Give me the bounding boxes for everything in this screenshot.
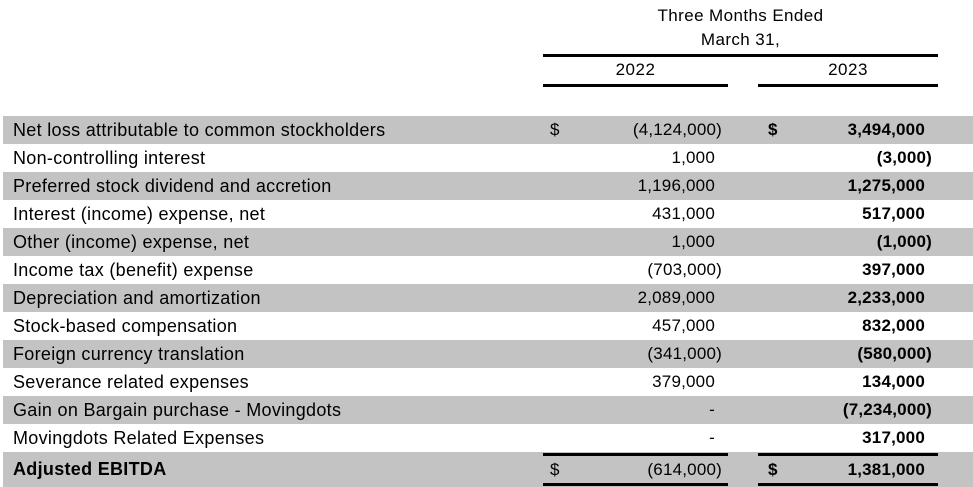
table-row: Severance related expenses 379,000 134,0… — [0, 368, 973, 396]
amount-2023: (1,000) — [876, 232, 932, 251]
period-header-line1: Three Months Ended — [657, 6, 824, 25]
row-label: Interest (income) expense, net — [13, 203, 266, 224]
value-cell-2022: 1,196,000 — [543, 172, 728, 200]
amount-2023: (7,234,000) — [842, 400, 932, 419]
amount-2023: 517,000 — [862, 204, 925, 223]
amount-2023: 3,494,000 — [847, 120, 925, 139]
table-row: Stock-based compensation 457,000 832,000 — [0, 312, 973, 340]
column-underline-2023 — [758, 84, 938, 87]
column-header-2022: 2022 — [615, 60, 656, 79]
row-label: Foreign currency translation — [13, 343, 245, 364]
dollar-sign: $ — [768, 459, 778, 479]
amount-2023: 2,233,000 — [847, 288, 925, 307]
amount-2023: (3,000) — [876, 148, 932, 167]
value-cell-2023: 317,000 — [758, 424, 938, 452]
value-cell-2023: 134,000 — [758, 368, 938, 396]
period-header-line2: March 31, — [700, 30, 781, 49]
row-label: Movingdots Related Expenses — [13, 427, 265, 448]
row-label: Adjusted EBITDA — [13, 459, 167, 479]
value-cell-2023: (7,234,000) — [758, 396, 938, 424]
table-body: Net loss attributable to common stockhol… — [0, 116, 973, 487]
value-cell-2022: (341,000) — [543, 340, 728, 368]
row-label: Non-controlling interest — [13, 147, 206, 168]
value-cell-2022: 1,000 — [543, 144, 728, 172]
dollar-sign: $ — [768, 120, 778, 139]
table-row: Gain on Bargain purchase - Movingdots - … — [0, 396, 973, 424]
amount-2022: 457,000 — [652, 316, 715, 335]
row-label: Other (income) expense, net — [13, 231, 250, 252]
value-cell-2022: - — [543, 424, 728, 452]
row-label: Income tax (benefit) expense — [13, 259, 254, 280]
value-cell-2023: 517,000 — [758, 200, 938, 228]
value-cell-2022: $ (614,000) — [543, 453, 728, 486]
table-row: Other (income) expense, net 1,000 (1,000… — [0, 228, 973, 256]
table-row: Interest (income) expense, net 431,000 5… — [0, 200, 973, 228]
value-cell-2023: (1,000) — [758, 228, 938, 256]
table-row: Foreign currency translation (341,000) (… — [0, 340, 973, 368]
table-row-total: Adjusted EBITDA $ (614,000) $ 1,381,000 — [0, 452, 973, 487]
amount-2023: 134,000 — [862, 372, 925, 391]
dollar-sign: $ — [550, 459, 560, 479]
table-row: Preferred stock dividend and accretion 1… — [0, 172, 973, 200]
table-row: Depreciation and amortization 2,089,000 … — [0, 284, 973, 312]
header-rule — [543, 54, 938, 57]
value-cell-2022: 1,000 — [543, 228, 728, 256]
value-cell-2022: 379,000 — [543, 368, 728, 396]
table-row: Non-controlling interest 1,000 (3,000) — [0, 144, 973, 172]
amount-2022: (703,000) — [647, 260, 722, 279]
row-label: Severance related expenses — [13, 371, 249, 392]
amount-2022: - — [709, 400, 715, 419]
amount-2022: (614,000) — [647, 459, 722, 479]
value-cell-2023: (580,000) — [758, 340, 938, 368]
table-row: Net loss attributable to common stockhol… — [0, 116, 973, 144]
value-cell-2022: 431,000 — [543, 200, 728, 228]
amount-2022: 379,000 — [652, 372, 715, 391]
value-cell-2023: 2,233,000 — [758, 284, 938, 312]
amount-2022: - — [709, 428, 715, 447]
table-row: Income tax (benefit) expense (703,000) 3… — [0, 256, 973, 284]
amount-2022: 1,000 — [671, 232, 715, 251]
value-cell-2023: (3,000) — [758, 144, 938, 172]
row-label: Stock-based compensation — [13, 315, 238, 336]
table-row: Movingdots Related Expenses - 317,000 — [0, 424, 973, 452]
amount-2023: 317,000 — [862, 428, 925, 447]
value-cell-2022: 457,000 — [543, 312, 728, 340]
amount-2022: (4,124,000) — [632, 120, 722, 139]
amount-2023: 397,000 — [862, 260, 925, 279]
amount-2023: (580,000) — [857, 344, 932, 363]
value-cell-2023: 1,275,000 — [758, 172, 938, 200]
amount-2022: 2,089,000 — [637, 288, 715, 307]
column-underline-2022 — [543, 84, 728, 87]
value-cell-2022: (703,000) — [543, 256, 728, 284]
value-cell-2022: - — [543, 396, 728, 424]
column-header-2023: 2023 — [828, 60, 868, 79]
value-cell-2023: $ 3,494,000 — [758, 116, 938, 144]
row-label: Preferred stock dividend and accretion — [13, 175, 332, 196]
amount-2022: 1,196,000 — [637, 176, 715, 195]
value-cell-2022: 2,089,000 — [543, 284, 728, 312]
amount-2022: 1,000 — [671, 148, 715, 167]
amount-2022: (341,000) — [647, 344, 722, 363]
dollar-sign: $ — [550, 120, 560, 139]
amount-2023: 1,275,000 — [847, 176, 925, 195]
value-cell-2022: $ (4,124,000) — [543, 116, 728, 144]
row-label: Net loss attributable to common stockhol… — [13, 119, 386, 140]
amount-2023: 1,381,000 — [847, 459, 925, 479]
amount-2022: 431,000 — [652, 204, 715, 223]
row-label: Depreciation and amortization — [13, 287, 261, 308]
value-cell-2023: 397,000 — [758, 256, 938, 284]
amount-2023: 832,000 — [862, 316, 925, 335]
value-cell-2023: $ 1,381,000 — [758, 453, 938, 486]
value-cell-2023: 832,000 — [758, 312, 938, 340]
row-label: Gain on Bargain purchase - Movingdots — [13, 399, 342, 420]
